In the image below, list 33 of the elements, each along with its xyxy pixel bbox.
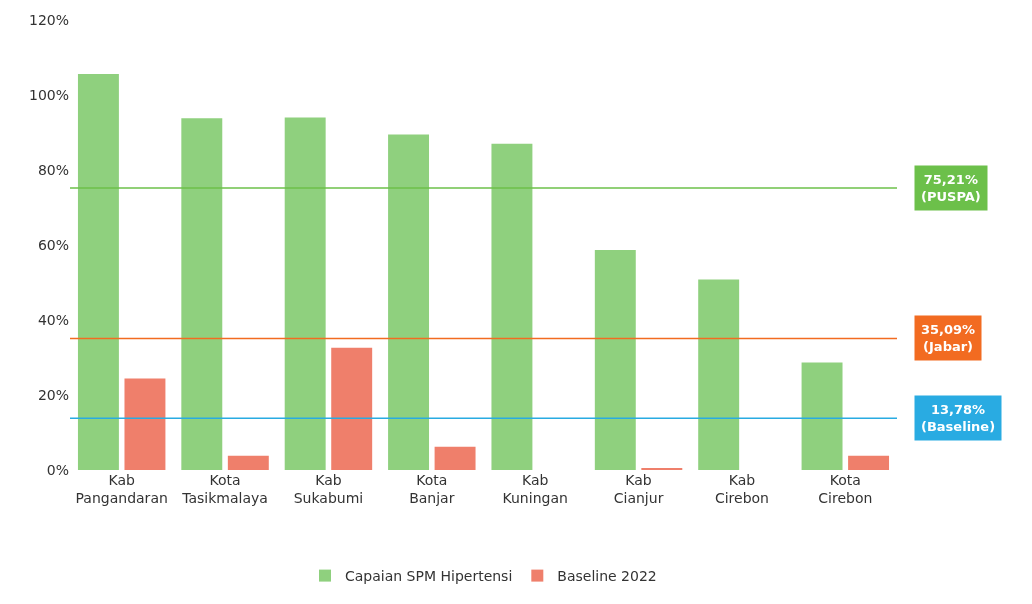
y-tick-label: 60%: [37, 236, 69, 253]
bar: [491, 143, 533, 470]
x-tick-label: Kota Banjar: [409, 472, 455, 507]
bar: [848, 455, 890, 470]
x-tick-label: Kab Kuningan: [502, 472, 568, 507]
x-tick-label: Kab Cianjur: [613, 472, 664, 507]
ref-line-label: 75,21% (PUSPA): [921, 172, 981, 204]
legend-label: Capaian SPM Hipertensi: [345, 568, 513, 585]
y-tick-label: 0%: [46, 461, 69, 478]
ref-line-label: 13,78% (Baseline): [921, 402, 996, 434]
y-tick-label: 20%: [37, 386, 69, 403]
bar: [594, 249, 636, 470]
y-tick-label: 80%: [37, 161, 69, 178]
bar: [284, 117, 326, 470]
x-tick-label: Kota Tasikmalaya: [181, 472, 268, 507]
legend-label: Baseline 2022: [557, 568, 657, 585]
bar: [77, 74, 119, 470]
bar: [124, 378, 166, 470]
x-tick-label: Kab Pangandaran: [75, 472, 168, 507]
x-tick-label: Kab Sukabumi: [293, 472, 364, 507]
y-tick-label: 120%: [28, 11, 69, 28]
bar: [434, 446, 476, 470]
x-tick-label: Kota Cirebon: [818, 472, 873, 507]
y-tick-label: 100%: [28, 86, 69, 103]
ref-line-label: 35,09% (Jabar): [921, 322, 976, 354]
bar: [331, 347, 373, 470]
bar: [698, 279, 740, 470]
bar: [801, 362, 843, 470]
bar: [181, 118, 223, 470]
bar: [388, 134, 430, 470]
y-tick-label: 40%: [37, 311, 69, 328]
x-tick-label: Kab Cirebon: [714, 472, 769, 507]
bar: [227, 455, 269, 470]
